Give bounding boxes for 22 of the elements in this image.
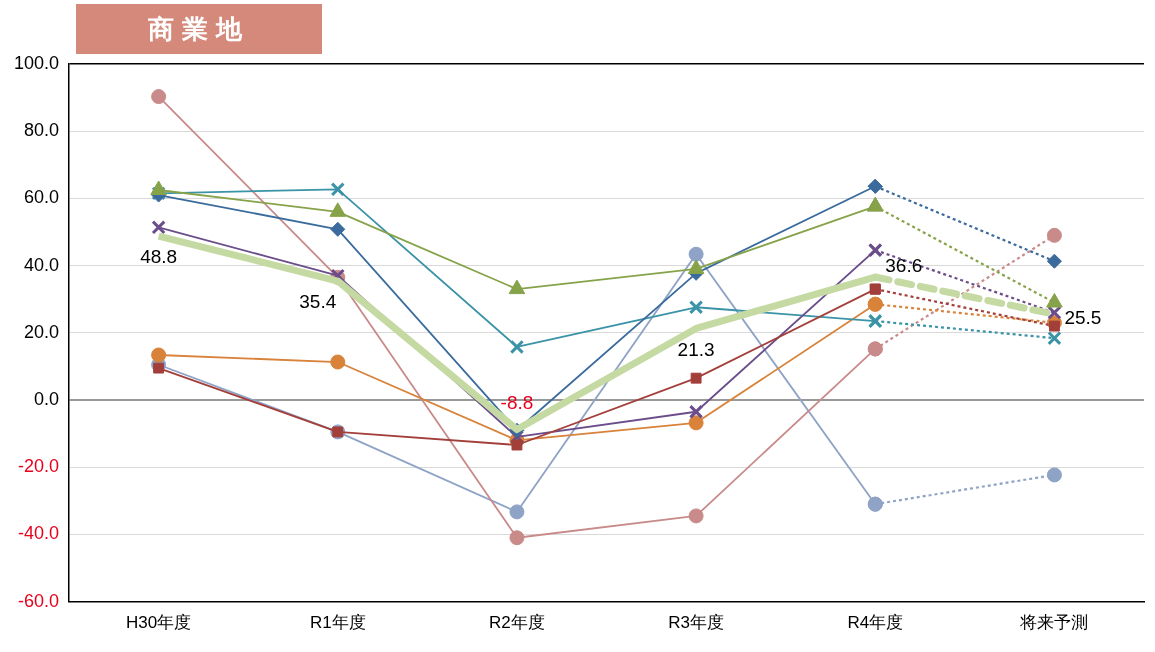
- y-tick-label: 80.0: [24, 120, 60, 141]
- data-label: 35.4: [299, 291, 337, 313]
- y-tick-label: 20.0: [24, 321, 60, 342]
- y-tick-label: 0.0: [34, 388, 60, 409]
- x-tick-label: H30年度: [126, 613, 192, 633]
- data-label: 48.8: [140, 246, 178, 268]
- data-label: 36.6: [885, 255, 923, 277]
- x-tick-label: R3年度: [668, 613, 724, 633]
- x-tick-label: R1年度: [309, 613, 366, 633]
- y-tick-label: 100.0: [14, 52, 60, 73]
- chart-title: 商業地: [76, 4, 322, 54]
- data-label: 21.3: [677, 338, 715, 360]
- y-tick-label: 60.0: [24, 187, 60, 208]
- data-label: -8.8: [500, 391, 534, 413]
- y-tick-label: -20.0: [18, 456, 60, 477]
- data-label: 25.5: [1064, 306, 1102, 328]
- x-tick-label: 将来予測: [1019, 613, 1089, 633]
- x-tick-label: R4年度: [847, 613, 904, 633]
- y-tick-label: 40.0: [24, 254, 60, 275]
- y-tick-label: -40.0: [18, 523, 60, 544]
- y-tick-label: -60.0: [18, 590, 60, 611]
- x-tick-label: R2年度: [489, 613, 545, 633]
